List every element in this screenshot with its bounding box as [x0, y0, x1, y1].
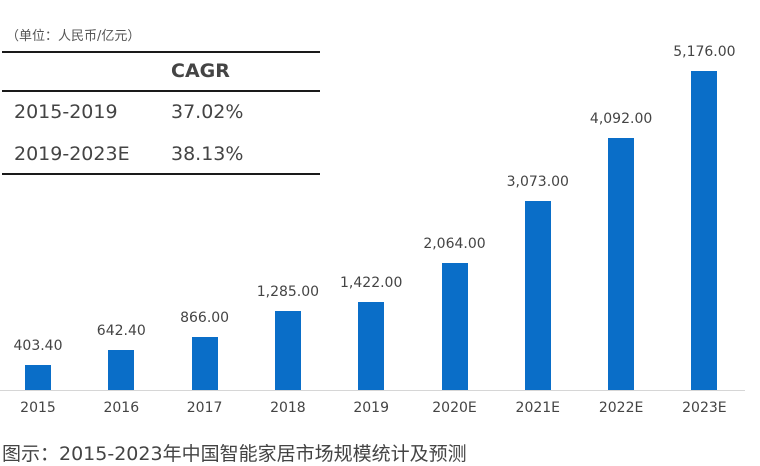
- chart-caption: 图示：2015-2023年中国智能家居市场规模统计及预测: [2, 443, 467, 465]
- value-label: 866.00: [180, 309, 230, 326]
- x-tick-label: 2015: [20, 400, 56, 416]
- value-label: 2,064.00: [423, 235, 486, 252]
- bar-2015: [25, 365, 51, 390]
- x-tick-label: 2018: [270, 400, 306, 416]
- bar-2023E: [691, 71, 718, 390]
- value-label: 1,422.00: [340, 275, 403, 292]
- x-tick-label: 2019: [353, 400, 389, 416]
- bar-2020E: [441, 262, 468, 390]
- x-tick-label: 2022E: [598, 400, 644, 416]
- x-tick-label: 2023E: [682, 400, 727, 416]
- value-label: 403.40: [13, 338, 63, 355]
- bar-2018: [274, 310, 301, 390]
- table-row2-value: 38.13%: [171, 143, 244, 165]
- bar-2019: [358, 302, 385, 390]
- bar-2016: [108, 350, 135, 390]
- table-row1-value: 37.02%: [171, 101, 244, 123]
- value-label: 1,285.00: [256, 283, 320, 300]
- x-tick-label: 2016: [103, 400, 140, 416]
- bar-2017: [191, 336, 218, 390]
- x-axis-line: [0, 390, 745, 391]
- value-label: 4,092.00: [589, 110, 653, 127]
- value-label: 642.40: [96, 323, 146, 340]
- table-bottom-rule: [2, 173, 320, 175]
- bar-2022E: [608, 137, 635, 390]
- x-tick-label: 2021E: [515, 400, 561, 416]
- x-tick-label: 2017: [186, 400, 223, 416]
- table-header-cagr: CAGR: [171, 60, 230, 82]
- table-header-rule: [2, 90, 320, 92]
- table-row1-period: 2015-2019: [14, 101, 118, 123]
- table-top-rule: [2, 51, 320, 53]
- unit-label: （单位：人民币/亿元）: [6, 29, 141, 44]
- bar-2021E: [524, 200, 551, 390]
- value-label: 3,073.00: [506, 173, 569, 190]
- table-row2-period: 2019-2023E: [14, 143, 130, 165]
- x-tick-label: 2020E: [432, 400, 477, 416]
- value-label: 5,176.00: [673, 44, 736, 60]
